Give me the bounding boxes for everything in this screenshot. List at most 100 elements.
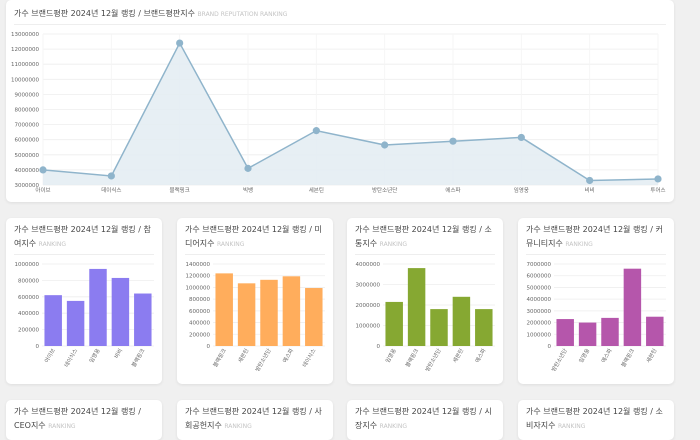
bar [237, 283, 256, 346]
y-tick-label: 2000000 [527, 321, 552, 327]
y-tick-label: 1000000 [15, 262, 40, 268]
card-title: 가수 브랜드평판 2024년 12월 랭킹 / 사 회공헌지수 RANKING [185, 405, 322, 434]
y-tick-label: 4000000 [527, 297, 552, 303]
x-tick-label: 에스파 [599, 347, 614, 364]
card-subtitle: RANKING [379, 241, 408, 248]
media-bar-chart: 0 200000 400000 600000 800000 1000000 1200000 1… [186, 262, 325, 373]
communication-card: 가수 브랜드평판 2024년 12월 랭킹 / 소 통지수 RANKING 0 1… [347, 218, 503, 384]
y-tick-label: 600000 [18, 295, 39, 301]
x-tick-label: 블랙핑크 [211, 347, 228, 369]
card-title-line2: 비자지수 [526, 421, 556, 430]
y-tick-label: 6000000 [527, 274, 552, 280]
card-subtitle: RANKING [48, 423, 76, 430]
data-point [517, 133, 525, 142]
card-divider [185, 254, 325, 255]
x-tick-label: 비비 [585, 186, 595, 194]
card-title-line2: 여지수 [14, 239, 37, 248]
data-point [586, 176, 594, 185]
y-tick-label: 1200000 [186, 274, 211, 280]
bar [623, 268, 642, 346]
y-tick-label: 3000000 [356, 283, 381, 289]
main-chart-title-text: 가수 브랜드평판 2024년 12월 랭킹 / 브랜드평판지수 [14, 9, 195, 18]
x-tick-label: 임영웅 [383, 347, 398, 364]
bar [305, 288, 323, 346]
card-title-line2: 통지수 [355, 239, 378, 248]
card-subtitle: RANKING [565, 241, 593, 248]
x-tick-label: 아이브 [42, 347, 57, 364]
ceo-card: 가수 브랜드평판 2024년 12월 랭킹 / CEO지수 RANKING [6, 400, 162, 440]
bar [89, 268, 107, 346]
card-title-line2: 장지수 [355, 421, 378, 430]
data-point [312, 127, 320, 135]
data-point [449, 137, 457, 145]
data-point [176, 39, 184, 47]
x-tick-label: 블랙핑크 [129, 347, 146, 369]
card-title-line1: 가수 브랜드평판 2024년 12월 랭킹 / 미 [185, 225, 322, 234]
card-title-line1: 가수 브랜드평판 2024년 12월 랭킹 / 시 [355, 407, 492, 416]
card-subtitle: RANKING [379, 423, 408, 430]
bar [407, 268, 426, 346]
x-tick-label: 세븐틴 [644, 347, 659, 364]
x-tick-label: 방탄소년단 [549, 347, 569, 373]
bar [452, 296, 471, 346]
y-tick-label: 7000000 [527, 262, 552, 268]
x-tick-label: 에스파 [445, 186, 460, 194]
bar [66, 300, 85, 346]
x-tick-label: 방탄소년단 [372, 186, 397, 194]
y-tick-label: 400000 [18, 311, 39, 317]
card-title: 가수 브랜드평판 2024년 12월 랭킹 / 시 장지수 RANKING [355, 405, 492, 434]
y-tick-label: 0 [207, 344, 211, 350]
y-tick-label: 1000000 [186, 285, 211, 291]
x-tick-label: 데이식스 [300, 347, 317, 369]
consumer-card: 가수 브랜드평판 2024년 12월 랭킹 / 소 비자지수 RANKING [518, 400, 674, 440]
y-tick-label: 800000 [18, 278, 39, 284]
main-chart-title: 가수 브랜드평판 2024년 12월 랭킹 / 브랜드평판지수 BRAND RE… [14, 7, 287, 22]
x-tick-label: 임영웅 [514, 186, 529, 194]
y-tick-label: 3000000 [527, 309, 552, 315]
bar [111, 277, 130, 346]
data-point [107, 172, 115, 180]
bar [215, 273, 233, 346]
x-tick-label: 블랙핑크 [619, 347, 636, 369]
main-chart-subtitle: BRAND REPUTATION RANKING [197, 11, 288, 18]
y-tick-label: 1400000 [186, 262, 211, 268]
card-title-line1: 가수 브랜드평판 2024년 12월 랭킹 / 커 [526, 225, 663, 234]
card-title-line1: 가수 브랜드평판 2024년 12월 랭킹 / 소 [526, 407, 663, 416]
card-title-line1: 가수 브랜드평판 2024년 12월 랭킹 / [14, 407, 141, 416]
card-title: 가수 브랜드평판 2024년 12월 랭킹 / 미 디어지수 RANKING [185, 223, 322, 252]
card-title-line2: CEO지수 [14, 421, 46, 430]
communication-bar-chart: 0 1000000 2000000 3000000 4000000 임영웅 블랙핑크 방탄소년… [356, 262, 495, 373]
y-tick-label: 0 [377, 344, 381, 350]
participation-card: 가수 브랜드평판 2024년 12월 랭킹 / 참 여지수 RANKING 0 2… [6, 218, 162, 384]
card-title-line1: 가수 브랜드평판 2024년 12월 랭킹 / 소 [355, 225, 492, 234]
card-title: 가수 브랜드평판 2024년 12월 랭킹 / 커 뮤니티지수 RANKING [526, 223, 663, 252]
x-tick-label: 에스파 [473, 347, 488, 364]
x-tick-label: 블랙핑크 [403, 347, 420, 369]
y-tick-label: 8000000 [15, 108, 40, 114]
main-line-chart: 3000000 4000000 5000000 6000000 7000000 80000… [11, 32, 666, 194]
card-subtitle: RANKING [38, 241, 67, 248]
y-tick-label: 600000 [189, 309, 210, 315]
x-tick-label: 임영웅 [87, 347, 102, 364]
main-chart-divider [14, 24, 666, 25]
bar [556, 319, 574, 346]
x-tick-label: 데이식스 [101, 186, 121, 194]
y-tick-label: 800000 [189, 297, 210, 303]
y-tick-label: 6000000 [15, 138, 40, 144]
bar [134, 293, 152, 346]
card-title-line1: 가수 브랜드평판 2024년 12월 랭킹 / 참 [14, 225, 151, 234]
community-card: 가수 브랜드평판 2024년 12월 랭킹 / 커 뮤니티지수 RANKING … [518, 218, 674, 384]
data-point [244, 164, 252, 172]
x-tick-label: 빅뱅 [243, 186, 253, 194]
card-title-line2: 디어지수 [185, 239, 215, 248]
card-subtitle: RANKING [558, 423, 586, 430]
x-tick-label: 데이식스 [62, 347, 79, 369]
card-title-line2: 회공헌지수 [185, 421, 222, 430]
y-tick-label: 1000000 [527, 332, 552, 338]
participation-bar-chart: 0 200000 400000 600000 800000 1000000 아이브 데이식스 임… [15, 262, 154, 369]
card-divider [526, 254, 666, 255]
y-tick-label: 0 [36, 344, 40, 350]
card-divider [14, 254, 154, 255]
bar [475, 309, 493, 346]
y-tick-label: 200000 [18, 328, 39, 334]
